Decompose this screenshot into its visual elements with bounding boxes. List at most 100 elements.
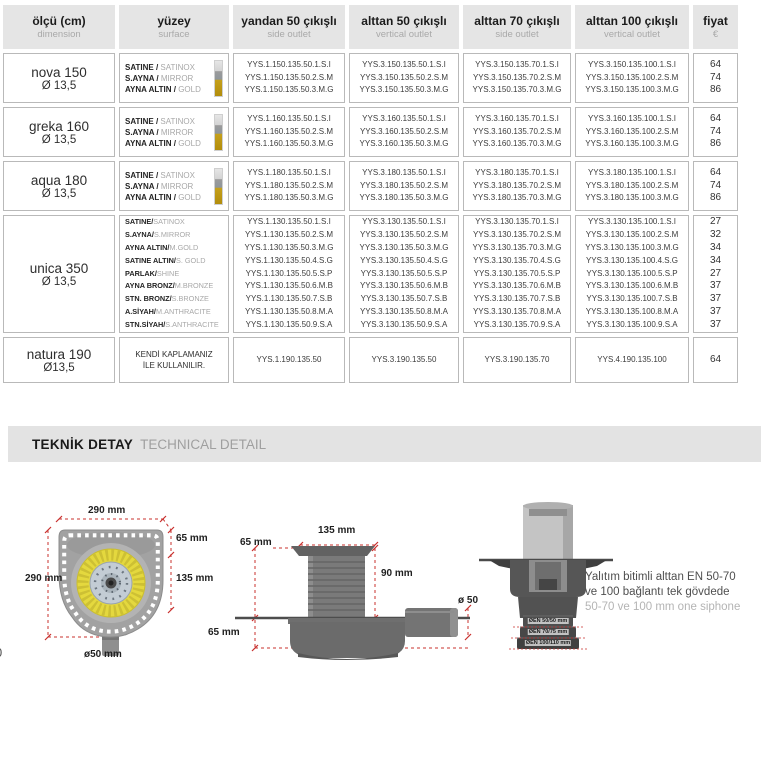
natura190-alttan50-codes: YYS.3.190.135.50 <box>349 337 459 383</box>
aqua180-surface-cell: SATINE / SATINOX S.AYNA / MIRROR AYNA ALTI… <box>119 161 229 211</box>
note-line-3: 50-70 ve 100 mm one siphone <box>585 601 741 613</box>
header-alttan-100: alttan 100 çıkışlı vertical outlet <box>575 5 689 49</box>
central-grate <box>71 543 151 623</box>
header-olcu: ölçü (cm) dimension <box>3 5 115 49</box>
surface-list: SATINE / SATINOX S.AYNA / MIRROR AYNA ALTI… <box>125 170 201 202</box>
aqua180-yandan50-codes: YYS.1.180.135.50.1.S.I YYS.1.180.135.50.… <box>233 161 345 211</box>
product-diameter: Ø 13,5 <box>41 133 77 146</box>
greka160-yandan50-codes: YYS.1.160.135.50.1.S.I YYS.1.160.135.50.… <box>233 107 345 157</box>
natura190-surface-note: KENDİ KAPLAMANIZ İLE KULLANILIR. <box>119 337 229 383</box>
product-diameter: Ø 13,5 <box>41 79 77 92</box>
diagram-top-view: 290 mm 65 mm 135 mm 290 mm ø50 mm <box>25 503 228 673</box>
unica350-alttan100-codes: YYS.3.130.135.100.1.S.I YYS.3.130.135.10… <box>575 215 689 333</box>
product-diameter: Ø 13,5 <box>41 187 77 200</box>
surface-list: SATINE / SATINOX S.AYNA / MIRROR AYNA ALTI… <box>125 62 201 94</box>
greka160-surface-cell: SATINE / SATINOX S.AYNA / MIRROR AYNA ALTI… <box>119 107 229 157</box>
dim-top-width: 290 mm <box>88 505 126 516</box>
riser-pipe <box>291 546 375 618</box>
header-fiyat-en: € <box>712 29 719 40</box>
header-olcu-en: dimension <box>37 29 81 40</box>
product-diameter: Ø 13,5 <box>41 275 77 288</box>
section-title-en: TECHNICAL DETAIL <box>140 436 267 452</box>
nova150-surface-cell: SATINE / SATINOX S.AYNA / MIRROR AYNA ALTI… <box>119 53 229 103</box>
dim-riser-height: 90 mm <box>381 568 413 579</box>
nova150-alttan100-codes: YYS.3.150.135.100.1.S.I YYS.3.150.135.10… <box>575 53 689 103</box>
finish-swatch-icon <box>214 167 223 205</box>
outlet-pipe <box>405 608 458 637</box>
ring-label-100: ØEN 100/110 mm <box>524 640 572 646</box>
header-alttan-50-tr: alttan 50 çıkışlı <box>361 14 447 28</box>
header-fiyat: fiyat € <box>693 5 738 49</box>
natura190-alttan100-codes: YYS.4.190.135.100 <box>575 337 689 383</box>
dim-center-offset: 135 mm <box>176 573 214 584</box>
ring-label-50: ØEN 50/50 mm <box>527 618 569 624</box>
nova150-alttan70-codes: YYS.3.150.135.70.1.S.I YYS.3.150.135.70.… <box>463 53 571 103</box>
side-view-drawing <box>235 541 472 660</box>
header-yandan-50-en: side outlet <box>267 29 311 40</box>
product-table: ölçü (cm) dimension yüzey surface yandan… <box>3 5 738 383</box>
natura190-dimension-cell: natura 190 Ø13,5 <box>3 337 115 383</box>
greka160-alttan50-codes: YYS.3.160.135.50.1.S.I YYS.3.160.135.50.… <box>349 107 459 157</box>
product-name: greka 160 <box>28 118 90 134</box>
top-view-drawing <box>44 515 175 656</box>
product-name: nova 150 <box>31 64 87 80</box>
unica350-alttan50-codes: YYS.3.130.135.50.1.S.I YYS.3.130.135.50.… <box>349 215 459 333</box>
header-alttan-50: alttan 50 çıkışlı vertical outlet <box>349 5 459 49</box>
header-alttan-50-en: vertical outlet <box>376 29 432 40</box>
dim-edge-offset: 65 mm <box>176 533 208 544</box>
greka160-alttan70-codes: YYS.3.160.135.70.1.S.I YYS.3.160.135.70.… <box>463 107 571 157</box>
aqua180-prices: 64 74 86 <box>693 161 738 211</box>
surface-list: SATINE / SATINOX S.AYNA / MIRROR AYNA ALTI… <box>125 116 201 148</box>
unica350-surface-cell: SATINE/SATINOX S.AYNA/S.MIRROR AYNA ALTIN/… <box>119 215 229 333</box>
header-yuzey-tr: yüzey <box>157 14 191 28</box>
aqua180-alttan50-codes: YYS.3.180.135.50.1.S.I YYS.3.180.135.50.… <box>349 161 459 211</box>
greka160-prices: 64 74 86 <box>693 107 738 157</box>
header-yandan-50: yandan 50 çıkışlı side outlet <box>233 5 345 49</box>
page-number: 0 <box>0 645 2 660</box>
aqua180-alttan100-codes: YYS.3.180.135.100.1.S.I YYS.3.180.135.10… <box>575 161 689 211</box>
dim-outlet-diameter: ø50 mm <box>84 649 122 660</box>
finish-swatch-icon <box>214 59 223 97</box>
unica350-prices: 27 32 34 34 27 37 37 37 37 <box>693 215 738 333</box>
product-name: aqua 180 <box>30 172 88 188</box>
aqua180-alttan70-codes: YYS.3.180.135.70.1.S.I YYS.3.180.135.70.… <box>463 161 571 211</box>
technical-detail-header: TEKNİK DETAY TECHNICAL DETAIL <box>8 426 761 462</box>
greka160-dimension-cell: greka 160 Ø 13,5 <box>3 107 115 157</box>
dim-outlet-diameter: ø 50 <box>458 595 479 606</box>
header-alttan-70-en: side outlet <box>495 29 539 40</box>
surface-list: SATINE/SATINOX S.AYNA/S.MIRROR AYNA ALTIN/… <box>125 216 219 330</box>
header-yuzey: yüzey surface <box>119 5 229 49</box>
natura190-yandan50-codes: YYS.1.190.135.50 <box>233 337 345 383</box>
header-fiyat-tr: fiyat <box>703 14 728 28</box>
finish-swatch-icon <box>214 113 223 151</box>
dim-upper-left: 65 mm <box>240 537 272 548</box>
product-diameter: Ø13,5 <box>43 361 75 374</box>
dim-lower-left: 65 mm <box>208 627 240 638</box>
unica350-dimension-cell: unica 350 Ø 13,5 <box>3 215 115 333</box>
natura190-alttan70-codes: YYS.3.190.135.70 <box>463 337 571 383</box>
dim-side-height: 290 mm <box>25 573 63 584</box>
header-alttan-100-tr: alttan 100 çıkışlı <box>585 14 679 28</box>
header-yuzey-en: surface <box>158 29 190 40</box>
product-name: natura 190 <box>26 346 92 362</box>
dim-riser-width: 135 mm <box>318 525 356 536</box>
nova150-dimension-cell: nova 150 Ø 13,5 <box>3 53 115 103</box>
extension-cylinder <box>523 502 573 560</box>
header-alttan-100-en: vertical outlet <box>604 29 660 40</box>
diagram-side-view: 135 mm 65 mm 90 mm 65 mm ø 50 <box>208 513 486 665</box>
header-yandan-50-tr: yandan 50 çıkışlı <box>241 14 337 28</box>
nova150-prices: 64 74 86 <box>693 53 738 103</box>
header-alttan-70: alttan 70 çıkışlı side outlet <box>463 5 571 49</box>
greka160-alttan100-codes: YYS.3.160.135.100.1.S.I YYS.3.160.135.10… <box>575 107 689 157</box>
header-olcu-tr: ölçü (cm) <box>32 14 86 28</box>
product-name: unica 350 <box>29 260 89 276</box>
lower-neck <box>518 597 578 618</box>
unica350-yandan50-codes: YYS.1.130.135.50.1.S.I YYS.1.130.135.50.… <box>233 215 345 333</box>
nova150-alttan50-codes: YYS.3.150.135.50.1.S.I YYS.3.150.135.50.… <box>349 53 459 103</box>
header-alttan-70-tr: alttan 70 çıkışlı <box>474 14 560 28</box>
siphon-bowl <box>290 622 405 658</box>
natura190-prices: 64 <box>693 337 738 383</box>
section-title-tr: TEKNİK DETAY <box>32 436 134 452</box>
siphon-note: Yalıtım bitimli alttan EN 50-70 ve 100 b… <box>585 570 761 615</box>
